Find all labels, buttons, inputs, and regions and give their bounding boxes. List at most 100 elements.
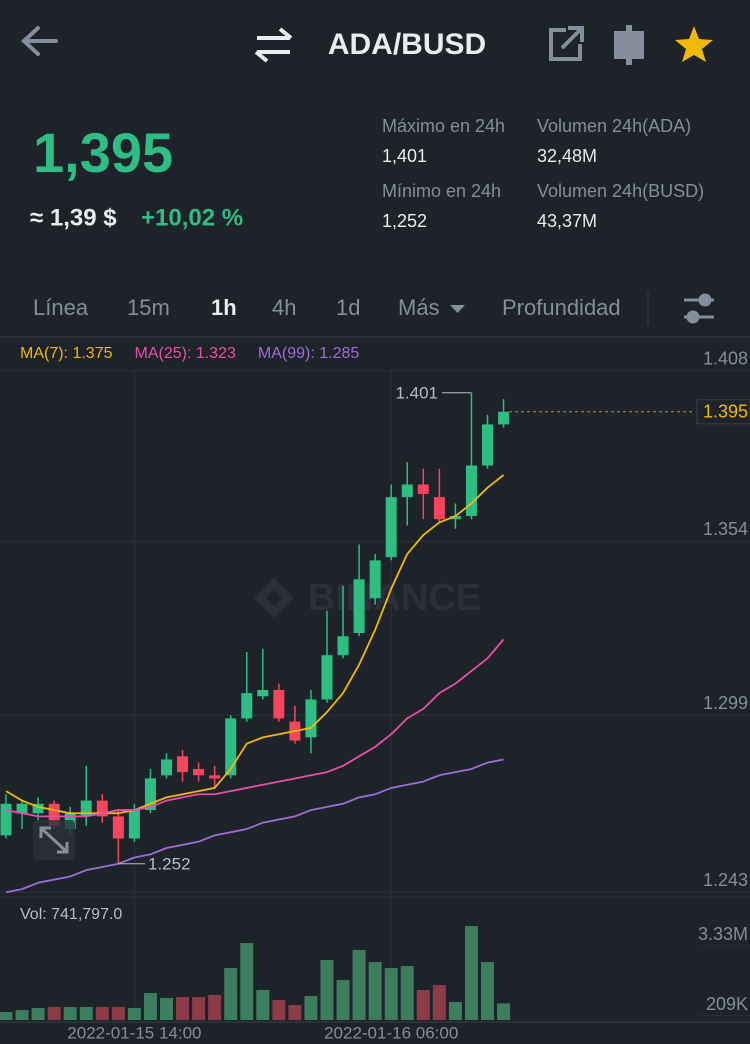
stat-value: 43,37M [537,211,597,231]
ma-line [5,638,505,818]
volume-bar [464,926,478,1020]
watermark: BINANCE [308,577,481,619]
volume-bar [416,990,430,1020]
y-tick-label: 1.408 [703,348,748,368]
y-tick-label: 1.299 [703,693,748,713]
stat-value: 1,401 [382,146,427,166]
volume-bar [111,1007,125,1020]
legend-entry: MA(7): 1.375 [20,345,113,362]
tab[interactable]: 15m [127,295,170,320]
volume-bar [47,1007,61,1020]
candle-body [0,803,12,836]
high-label: 1.401 [395,383,438,402]
volume-bar [15,1010,29,1020]
candle-body [353,579,365,634]
tab[interactable]: 1d [336,295,360,320]
more-caret[interactable] [450,305,465,313]
legend-entry: MA(25): 1.323 [134,345,235,362]
candle-body [48,803,60,826]
favorite-star[interactable] [675,26,713,62]
share-icon[interactable] [549,26,584,61]
candle-body [161,759,172,776]
volume-bar [127,1008,141,1020]
candle-body [482,424,493,466]
tab[interactable]: 4h [272,295,296,320]
tab[interactable]: 1h [211,295,237,320]
x-tick-label: 2022-01-16 06:00 [324,1023,458,1042]
volume-bar [256,990,270,1020]
last-price: 1,395 [33,121,173,184]
interval-tabs: Línea 15m 1h 4h 1d Más Profundidad [33,295,621,320]
candle-body [273,689,285,719]
candle-body [32,803,44,814]
candle-body [401,484,413,498]
candle-body [177,756,189,773]
volume-bar [176,997,190,1020]
stat-label: Volumen 24h(BUSD) [537,181,704,201]
candle-body [193,768,205,776]
volume-bar [448,1002,462,1020]
expand-icon[interactable] [33,820,75,860]
stat-label: Máximo en 24h [382,116,505,136]
low-label: 1.252 [148,854,191,873]
volume-bar [368,962,382,1020]
candle-body [305,699,317,738]
candle-body [257,689,269,697]
y-tick-label: 1.243 [703,870,748,890]
tab[interactable]: Más [398,295,440,320]
volume-bar [192,997,206,1020]
volume-bar [95,1007,109,1020]
volume-bar [304,996,318,1020]
candle-body [417,484,429,494]
candle-body [209,775,221,779]
last-price-box [696,399,750,425]
volume-bar [497,1003,511,1020]
volume-bar [240,943,254,1020]
volume-bar [143,993,157,1020]
back-button[interactable] [21,26,58,56]
volume-bar [320,960,334,1020]
volume-bar [79,1007,93,1020]
chart: BINANCE 1.408 1.354 1.299 1.243 2022-01-15 14… [0,345,750,1042]
tab[interactable]: Profundidad [502,295,621,320]
volume-bar [481,962,494,1020]
y-tick-label: 1.354 [703,519,748,539]
stat-label: Volumen 24h(ADA) [537,116,691,136]
candle-body [337,636,349,656]
volume-bar [63,1007,77,1020]
volume-bar [336,980,350,1020]
candle-body [144,778,156,811]
ma-line [5,474,505,815]
x-tick-label: 2022-01-15 14:00 [67,1023,201,1042]
volume-title: Vol: 741,797.0 [20,906,122,923]
candle-body [385,497,397,558]
candle-body [433,497,445,520]
volume-bar [208,995,222,1020]
tab[interactable]: Línea [33,295,89,320]
watermark-logo [254,578,294,618]
volume-bar [272,1000,286,1020]
candle-body [16,803,28,814]
pair-title: ADA/BUSD [328,28,486,61]
last-price-label: 1.395 [703,402,748,422]
settings-icon[interactable] [684,293,714,324]
volume-tick-label: 209K [706,994,748,1014]
ma-line [5,758,504,894]
candle-body [112,816,124,839]
chart-mode-icon[interactable] [614,25,644,65]
candle-body [449,516,461,520]
stat-label: Mínimo en 24h [382,181,501,201]
volume-tick-label: 3.33M [698,924,748,944]
candle-body [369,560,381,599]
fiat-price: ≈ 1,39 $ [30,204,117,231]
volume-bar [160,998,173,1020]
stat-value: 1,252 [382,211,427,231]
volume-bar [0,1012,13,1020]
swap-icon[interactable] [254,27,293,63]
candle-body [465,465,477,517]
volume-bar [31,1008,45,1020]
volume-bar [224,968,238,1020]
candle-body [225,718,237,776]
